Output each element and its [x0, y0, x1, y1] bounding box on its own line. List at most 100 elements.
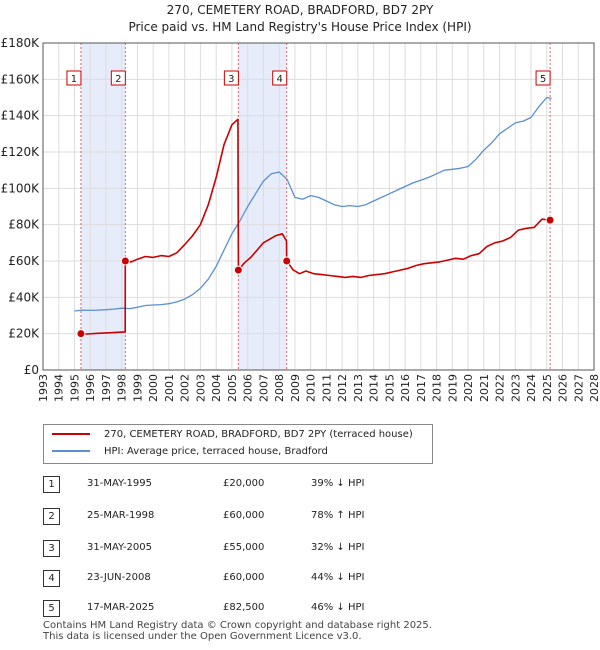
- x-tick-label: 2007: [257, 374, 270, 402]
- sale-date: 31-MAY-2005: [87, 542, 153, 553]
- sale-date: 25-MAR-1998: [87, 510, 155, 521]
- sale-hpi-diff: 39% ↓ HPI: [311, 478, 365, 489]
- x-tick-label: 2014: [368, 374, 381, 402]
- sale-price: £82,500: [223, 602, 265, 613]
- y-tick-label: £140K: [1, 109, 41, 123]
- x-tick-label: 1993: [37, 374, 50, 402]
- sale-row: 1 31-MAY-1995 £20,000 39% ↓ HPI: [43, 474, 443, 494]
- x-tick-label: 2003: [194, 374, 207, 402]
- sale-number: 2: [43, 508, 60, 525]
- x-tick-label: 2008: [273, 374, 286, 402]
- sale-row: 2 25-MAR-1998 £60,000 78% ↑ HPI: [43, 506, 443, 526]
- property-price-line: [80, 118, 551, 335]
- x-tick-label: 2021: [478, 374, 491, 402]
- sale-row: 5 17-MAR-2025 £82,500 46% ↓ HPI: [43, 598, 443, 618]
- x-tick-label: 2027: [572, 374, 585, 402]
- x-tick-label: 2015: [383, 374, 396, 402]
- sale-number: 5: [43, 600, 60, 617]
- sale-price: £20,000: [223, 478, 265, 489]
- plot-frame: [42, 42, 595, 371]
- x-tick-label: 2012: [336, 374, 349, 402]
- y-tick-label: £180K: [1, 36, 41, 50]
- x-tick-label: 2025: [541, 374, 554, 402]
- x-tick-label: 2019: [446, 374, 459, 402]
- x-tick-label: 1998: [116, 374, 129, 402]
- sale-label-box: [110, 70, 126, 86]
- sale-hpi-diff: 78% ↑ HPI: [311, 510, 365, 521]
- chart-subtitle: Price paid vs. HM Land Registry's House …: [128, 20, 472, 34]
- sale-label-box: [272, 70, 288, 86]
- x-tick-label: 2001: [163, 374, 176, 402]
- x-tick-label: 1999: [131, 374, 144, 402]
- x-tick-label: 1994: [53, 374, 66, 402]
- y-tick-label: £40K: [8, 290, 40, 304]
- price-chart: £0 £20K £40K £60K £80K £100K £120K £140K £160K £1…: [1, 36, 600, 402]
- x-tick-label: 2010: [305, 374, 318, 402]
- sale-row: 3 31-MAY-2005 £55,000 32% ↓ HPI: [43, 538, 443, 558]
- x-tick-label: 2022: [494, 374, 507, 402]
- legend-swatch-hpi: [52, 450, 90, 452]
- sale-label-box: [66, 70, 82, 86]
- footer-licence: This data is licensed under the Open Gov…: [43, 631, 362, 642]
- x-tick-label: 2002: [179, 374, 192, 402]
- x-tick-label: 2023: [509, 374, 522, 402]
- y-tick-label: £100K: [1, 181, 41, 195]
- sale-row: 4 23-JUN-2008 £60,000 44% ↓ HPI: [43, 568, 443, 588]
- y-tick-label: £80K: [8, 218, 40, 232]
- footer-copyright: Contains HM Land Registry data © Crown c…: [43, 620, 432, 631]
- sale-label-number: 5: [540, 74, 546, 85]
- x-tick-label: 2000: [147, 374, 160, 402]
- sale-price: £55,000: [223, 542, 265, 553]
- legend-label-property: 270, CEMETERY ROAD, BRADFORD, BD7 2PY (t…: [104, 429, 413, 440]
- x-tick-label: 2020: [462, 374, 475, 402]
- y-tick-label: £20K: [8, 327, 40, 341]
- x-tick-label: 2011: [320, 374, 333, 402]
- sale-label-box: [223, 70, 239, 86]
- y-tick-label: £160K: [1, 72, 41, 86]
- x-tick-label: 2013: [352, 374, 365, 402]
- sale-hpi-diff: 32% ↓ HPI: [311, 542, 365, 553]
- x-tick-label: 2026: [557, 374, 570, 402]
- legend-item-property: 270, CEMETERY ROAD, BRADFORD, BD7 2PY (t…: [52, 427, 413, 443]
- x-tick-label: 2006: [242, 374, 255, 402]
- sale-point: [120, 256, 130, 266]
- y-tick-label: £60K: [8, 254, 40, 268]
- sale-label-number: 4: [277, 74, 283, 85]
- sale-hpi-diff: 46% ↓ HPI: [311, 602, 365, 613]
- x-tick-label: 2016: [399, 374, 412, 402]
- x-tick-label: 2017: [415, 374, 428, 402]
- x-tick-label: 2028: [588, 374, 600, 402]
- sale-point: [282, 256, 292, 266]
- x-tick-label: 2005: [226, 374, 239, 402]
- sale-date: 23-JUN-2008: [87, 572, 151, 583]
- x-tick-label: 2009: [289, 374, 302, 402]
- y-tick-label: £120K: [1, 145, 41, 159]
- sale-point: [233, 265, 243, 275]
- x-tick-label: 2018: [431, 374, 444, 402]
- x-tick-label: 2004: [210, 374, 223, 402]
- x-tick-label: 1996: [84, 374, 97, 402]
- x-tick-label: 1997: [100, 374, 113, 402]
- legend-swatch-property: [52, 433, 90, 435]
- sale-date: 31-MAY-1995: [87, 478, 153, 489]
- shaded-period: [80, 43, 126, 370]
- sale-number: 4: [43, 570, 60, 587]
- chart-title: 270, CEMETERY ROAD, BRADFORD, BD7 2PY: [166, 3, 434, 17]
- legend-item-hpi: HPI: Average price, terraced house, Brad…: [52, 444, 328, 460]
- y-tick-label: £0: [24, 363, 39, 377]
- sale-label-number: 1: [71, 74, 77, 85]
- sale-number: 1: [43, 476, 60, 493]
- chart-legend: 270, CEMETERY ROAD, BRADFORD, BD7 2PY (t…: [43, 424, 433, 464]
- hpi-line: [74, 96, 552, 312]
- sale-label-number: 2: [115, 74, 121, 85]
- sale-number: 3: [43, 540, 60, 557]
- legend-label-hpi: HPI: Average price, terraced house, Brad…: [104, 446, 328, 457]
- sale-label-number: 3: [228, 74, 234, 85]
- footer: Contains HM Land Registry data © Crown c…: [43, 620, 432, 642]
- plot-area: [43, 43, 594, 370]
- x-tick-label: 2024: [525, 374, 538, 402]
- sale-hpi-diff: 44% ↓ HPI: [311, 572, 365, 583]
- sale-label-box: [535, 70, 551, 86]
- sale-price: £60,000: [223, 510, 265, 521]
- sale-price: £60,000: [223, 572, 265, 583]
